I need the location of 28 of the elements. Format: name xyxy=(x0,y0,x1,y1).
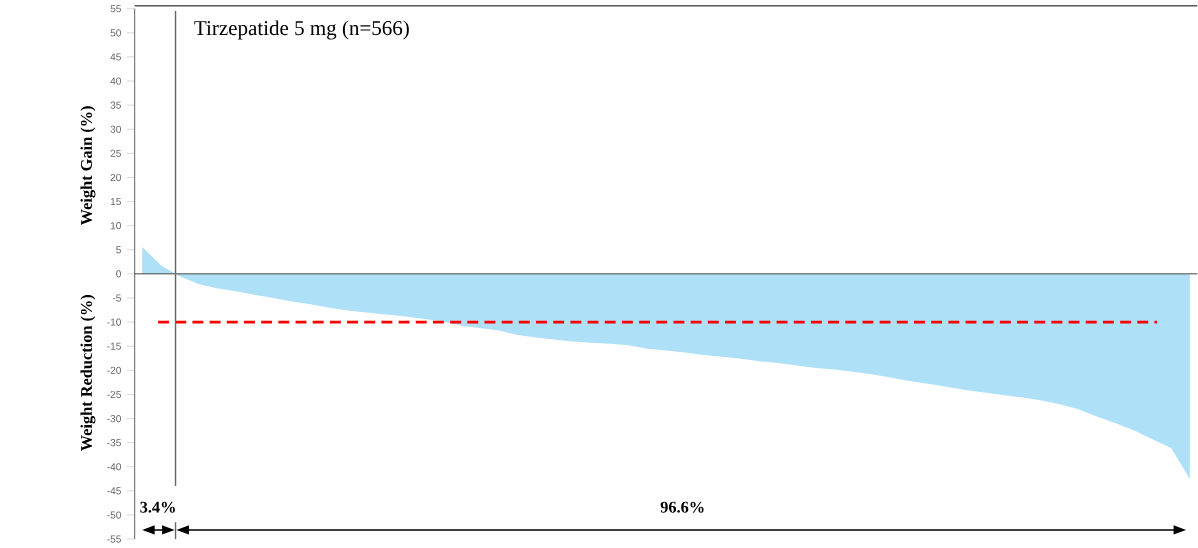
y-tick-label: -20 xyxy=(107,366,121,375)
y-tick-label: 15 xyxy=(110,198,121,206)
annotation: 3.4% xyxy=(140,501,175,513)
y-tick-label: -50 xyxy=(107,511,121,519)
y-tick-label: 55 xyxy=(110,5,121,13)
y-tick-label: -40 xyxy=(107,463,121,471)
y-tick-label: 30 xyxy=(110,125,121,133)
y-axis-title: Weight Gain (%) xyxy=(80,106,96,226)
y-tick-label: -10 xyxy=(107,318,121,326)
y-tick-label: 5 xyxy=(116,246,121,254)
y-tick-label: 35 xyxy=(110,101,121,109)
y-tick-label: -35 xyxy=(107,439,121,447)
y-tick-label: 25 xyxy=(110,149,121,158)
y-tick-label: -55 xyxy=(107,535,121,543)
y-tick-label: 10 xyxy=(110,222,121,230)
annotation: 96.6% xyxy=(660,501,704,513)
y-tick-label: 40 xyxy=(110,77,121,85)
y-tick-label: 50 xyxy=(110,29,121,37)
text: Weight Reduction (%) xyxy=(80,295,96,452)
y-tick-label: -45 xyxy=(107,487,121,495)
y-tick-label: -25 xyxy=(107,390,121,399)
y-tick-label: 45 xyxy=(110,53,121,61)
y-tick-label: -30 xyxy=(107,415,121,423)
y-tick-label: 0 xyxy=(116,270,121,278)
text: Tirzepatide 5 mg (n=566) xyxy=(194,20,409,40)
y-tick-label: -5 xyxy=(112,294,121,302)
y-tick-label: -15 xyxy=(107,342,121,350)
y-tick-label: 20 xyxy=(110,174,121,182)
